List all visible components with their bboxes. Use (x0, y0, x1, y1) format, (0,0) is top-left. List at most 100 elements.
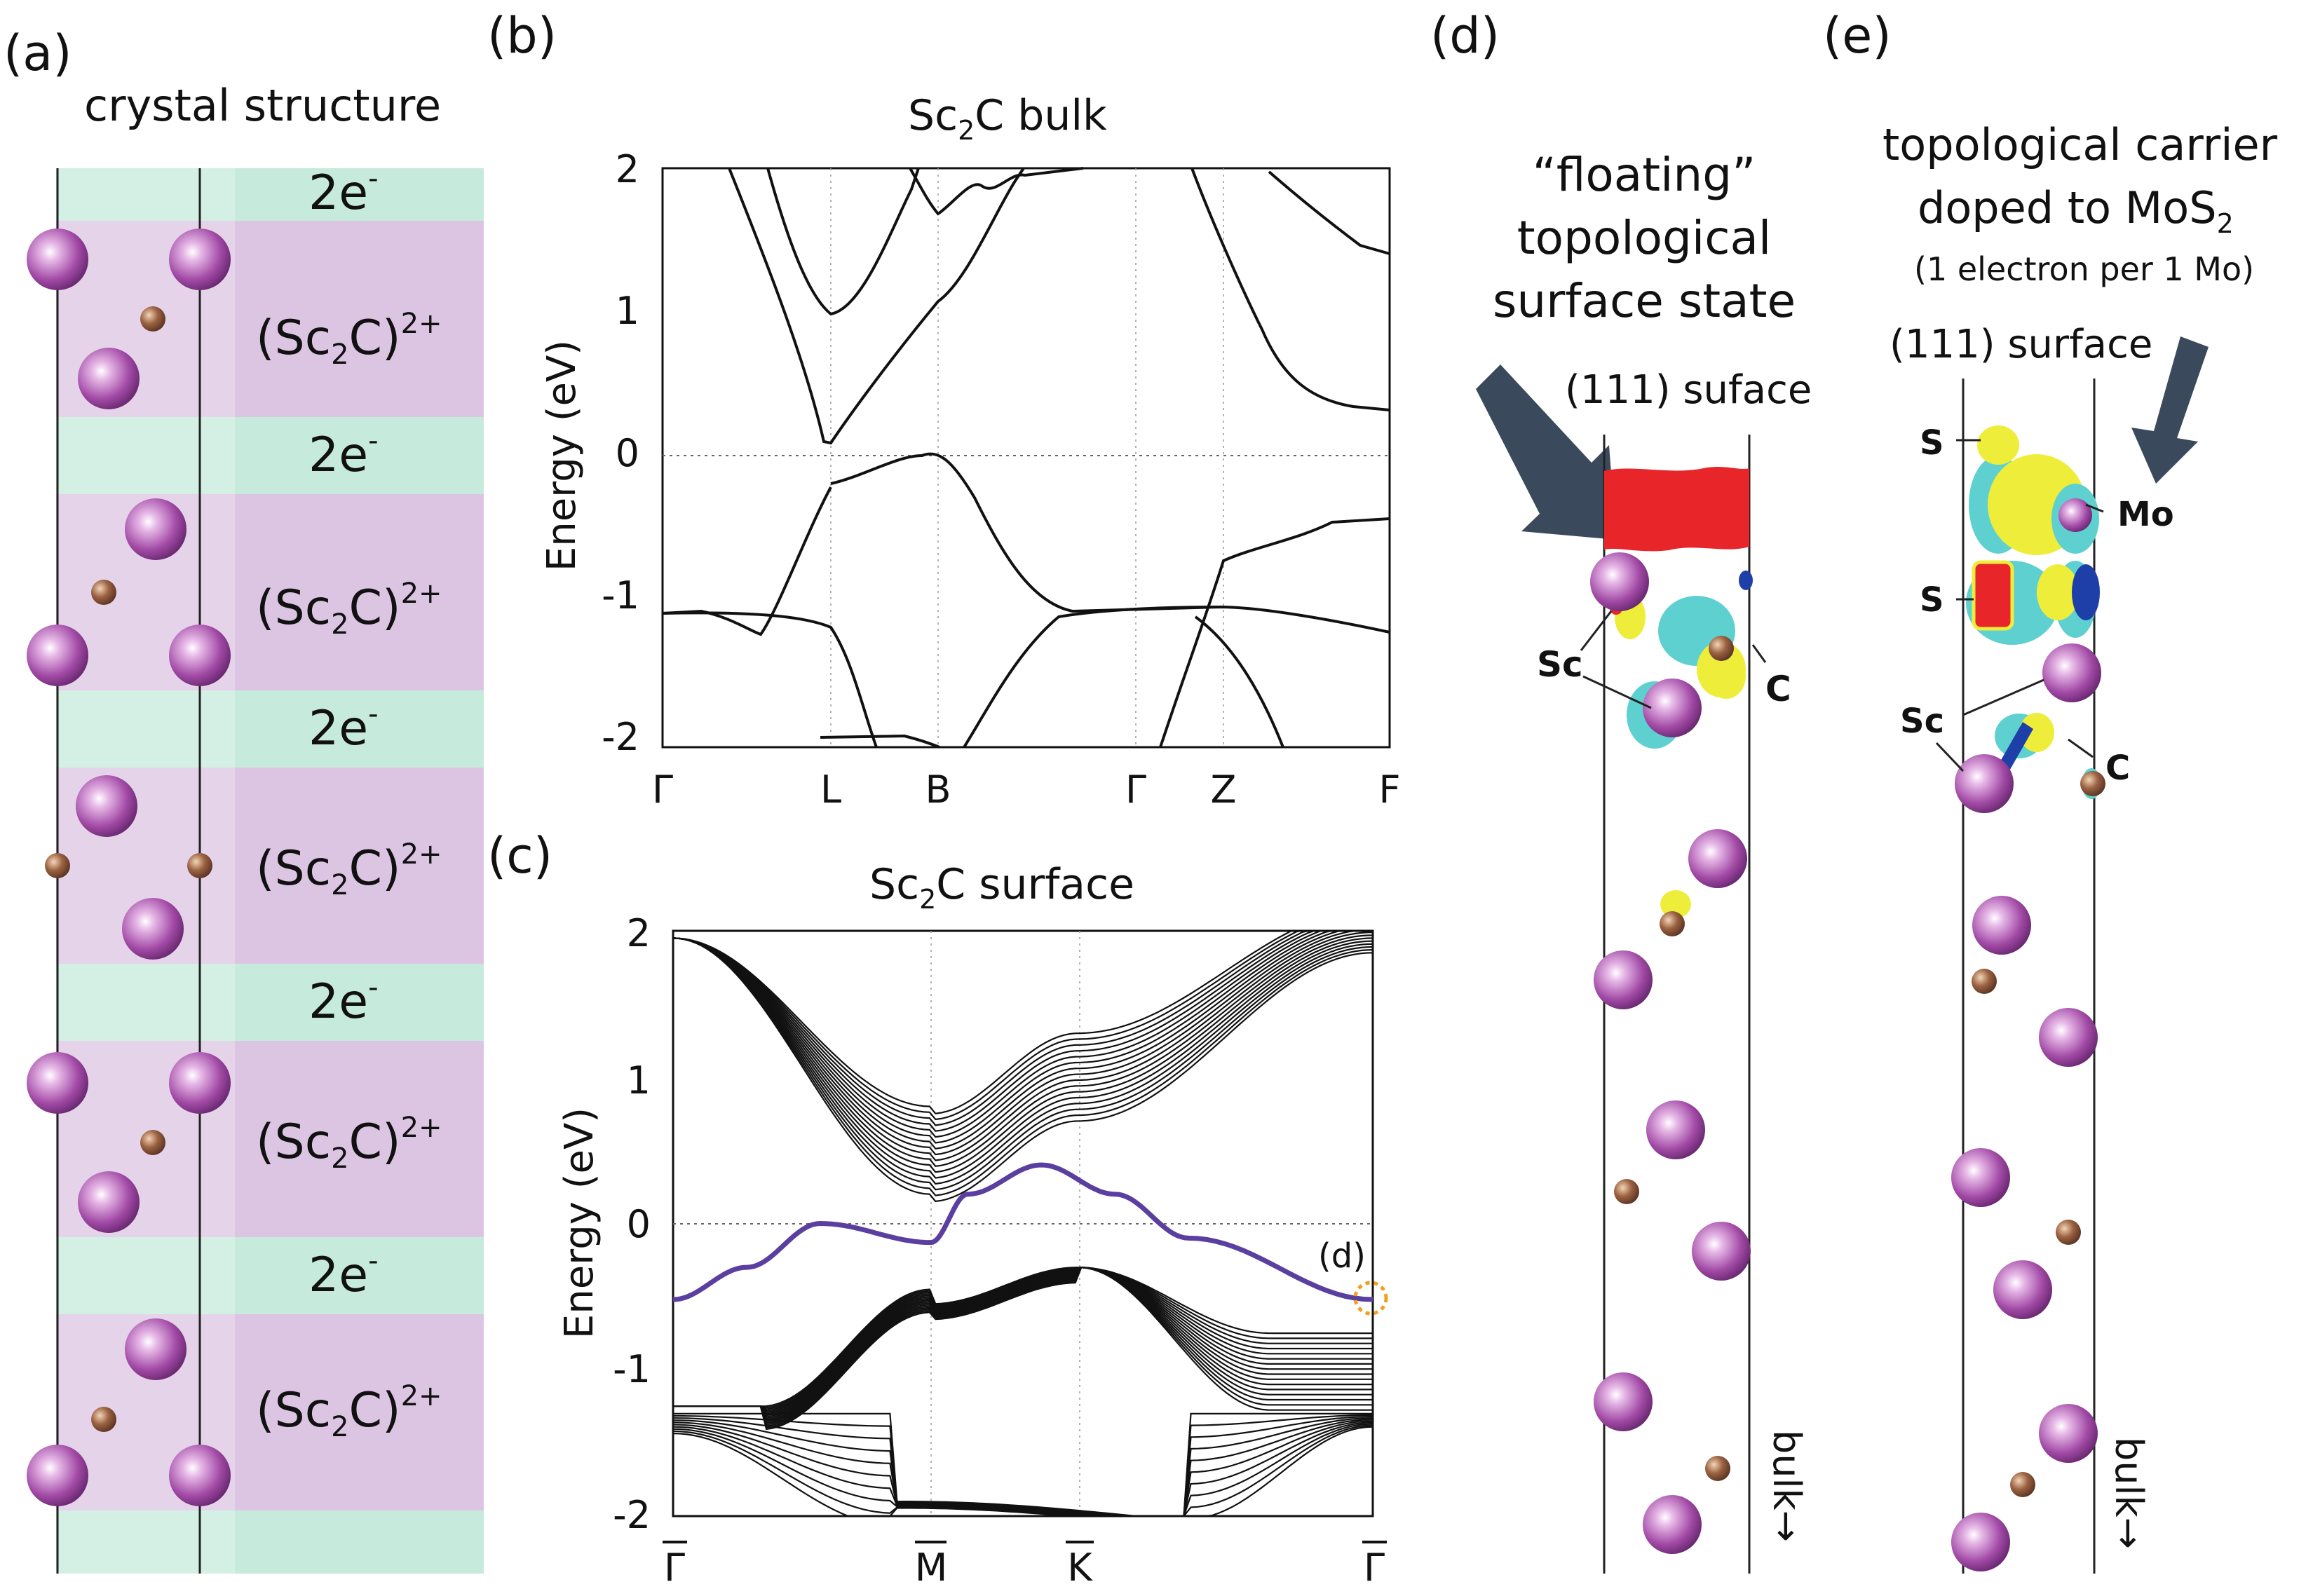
slab-band-line (672, 932, 1373, 1161)
marker-d-label: (d) (1318, 1236, 1366, 1276)
sc-atom (169, 1052, 231, 1114)
band-line (728, 167, 1025, 445)
c-atom (140, 1130, 165, 1155)
c-atom (2080, 771, 2105, 796)
slab-band-line (672, 937, 1373, 1191)
slab-band-line (672, 1426, 1373, 1517)
surface-label: (111) suface (1565, 367, 1812, 413)
density-lobe (1707, 654, 1746, 699)
band-line (1268, 170, 1390, 255)
panel-c-xticks: Γ M K Γ (663, 1541, 1387, 1590)
sc-atom (125, 1318, 186, 1380)
arrow-icon (1476, 364, 1616, 540)
density-core-red (1972, 560, 2014, 631)
panel-a-atoms (27, 229, 231, 1506)
panel-d: (d) “floating” topological surface state… (1430, 7, 1812, 1574)
c-atom (1614, 1179, 1639, 1204)
layer-labels: 2e- (Sc2C)2+ 2e- (Sc2C)2+ 2e- (Sc2C)2+ 2… (256, 163, 442, 1443)
xtick: Γ (664, 1546, 685, 1590)
panel-d-atom-labels: Sc C (1537, 611, 1791, 709)
sc-atom (1646, 1100, 1705, 1159)
ytick: 2 (627, 911, 651, 955)
sc-atom (78, 348, 140, 409)
slab-band-line (673, 1267, 1373, 1429)
c-atom (2010, 1472, 2035, 1497)
panel-e-atom-labels: S Mo S Sc C (1900, 423, 2174, 788)
slab-band-line (672, 929, 1373, 1132)
sc-atom (1590, 552, 1649, 611)
marker-d-circle (1353, 1281, 1388, 1316)
c-atom (1660, 911, 1685, 936)
slab-band-line (672, 937, 1373, 1179)
slab-band-line (673, 1267, 1373, 1407)
label-leader (1582, 675, 1652, 709)
xtick: L (820, 768, 841, 812)
slab-band-line (673, 1267, 1373, 1414)
c-atom (1972, 969, 1997, 994)
title-line: doped to MoS2 (1918, 182, 2234, 239)
panel-b-ylabel: Energy (eV) (539, 340, 585, 571)
xtick: Γ (1125, 768, 1146, 812)
slab-band-line (672, 937, 1373, 1185)
layer-label-sc2c: (Sc2C)2+ (256, 1380, 442, 1443)
sc-atom (27, 229, 88, 290)
label-leader (2085, 503, 2104, 513)
band-line (662, 611, 878, 748)
density-lobe (2019, 713, 2054, 752)
mo-atom (2058, 498, 2092, 532)
panel-a-title: crystal structure (84, 80, 441, 131)
density-lobe (2037, 564, 2079, 620)
panel-c-plot: (d) (672, 929, 1388, 1517)
band-line (766, 168, 920, 316)
electron-layer (56, 1237, 484, 1314)
sc-atom (1643, 1495, 1702, 1554)
electron-layer (56, 1510, 484, 1574)
density-lobe (2072, 564, 2100, 620)
density-lobe (1660, 890, 1691, 918)
layer-label-sc2c: (Sc2C)2+ (256, 308, 442, 371)
arrow-icon (2131, 336, 2209, 484)
ytick: -1 (613, 1347, 651, 1391)
xtick: B (925, 768, 951, 812)
atom-label-mo: Mo (2117, 495, 2174, 534)
layer-label-2e: 2e- (308, 1245, 379, 1303)
ytick: -1 (602, 573, 639, 618)
ytick: 2 (616, 147, 639, 191)
sc-atom (1688, 829, 1747, 888)
layer-label-sc2c: (Sc2C)2+ (256, 838, 442, 901)
atom-label-s: S (1920, 423, 1944, 463)
sc-atom (1993, 1260, 2052, 1319)
ytick: -2 (613, 1493, 651, 1537)
slab-band-line (673, 1267, 1373, 1412)
slab-band-line (672, 937, 1373, 1196)
panel-c-letter: (c) (487, 827, 552, 885)
panel-c: (c) Sc2C surface Energy (eV) 2 1 0 -1 -2… (487, 827, 1388, 1590)
panel-d-atoms (1590, 552, 1751, 1554)
slab-band-line (672, 937, 1373, 1203)
slab-band-line (672, 937, 1373, 1173)
plot-frame (661, 167, 1391, 749)
sc-atom (122, 898, 184, 960)
density-lobe (1739, 571, 1753, 590)
surface-label: (111) surface (1890, 322, 2152, 367)
c-atom (91, 1407, 116, 1432)
band-line (662, 486, 832, 636)
panel-b-plot (661, 167, 1391, 749)
xtick: Z (1211, 768, 1237, 812)
panel-c-ylabel: Energy (eV) (557, 1107, 602, 1339)
slab-band-line (672, 1423, 1373, 1517)
slab-band-line (673, 1267, 1373, 1419)
density-lobe (1977, 425, 2019, 465)
title-line: surface state (1493, 274, 1796, 328)
electron-layer (56, 168, 484, 221)
panel-a-letter: (a) (4, 25, 72, 82)
panel-e-letter: (e) (1823, 7, 1892, 64)
electron-layer (56, 964, 484, 1041)
c-atom (1705, 1456, 1730, 1481)
panel-e-title: topological carrier doped to MoS2 (1 ele… (1883, 119, 2278, 288)
slab-band-line (673, 1267, 1373, 1409)
title-line: (1 electron per 1 Mo) (1914, 250, 2254, 288)
sc-atom (1972, 896, 2031, 955)
sc-atom (2039, 1404, 2098, 1463)
